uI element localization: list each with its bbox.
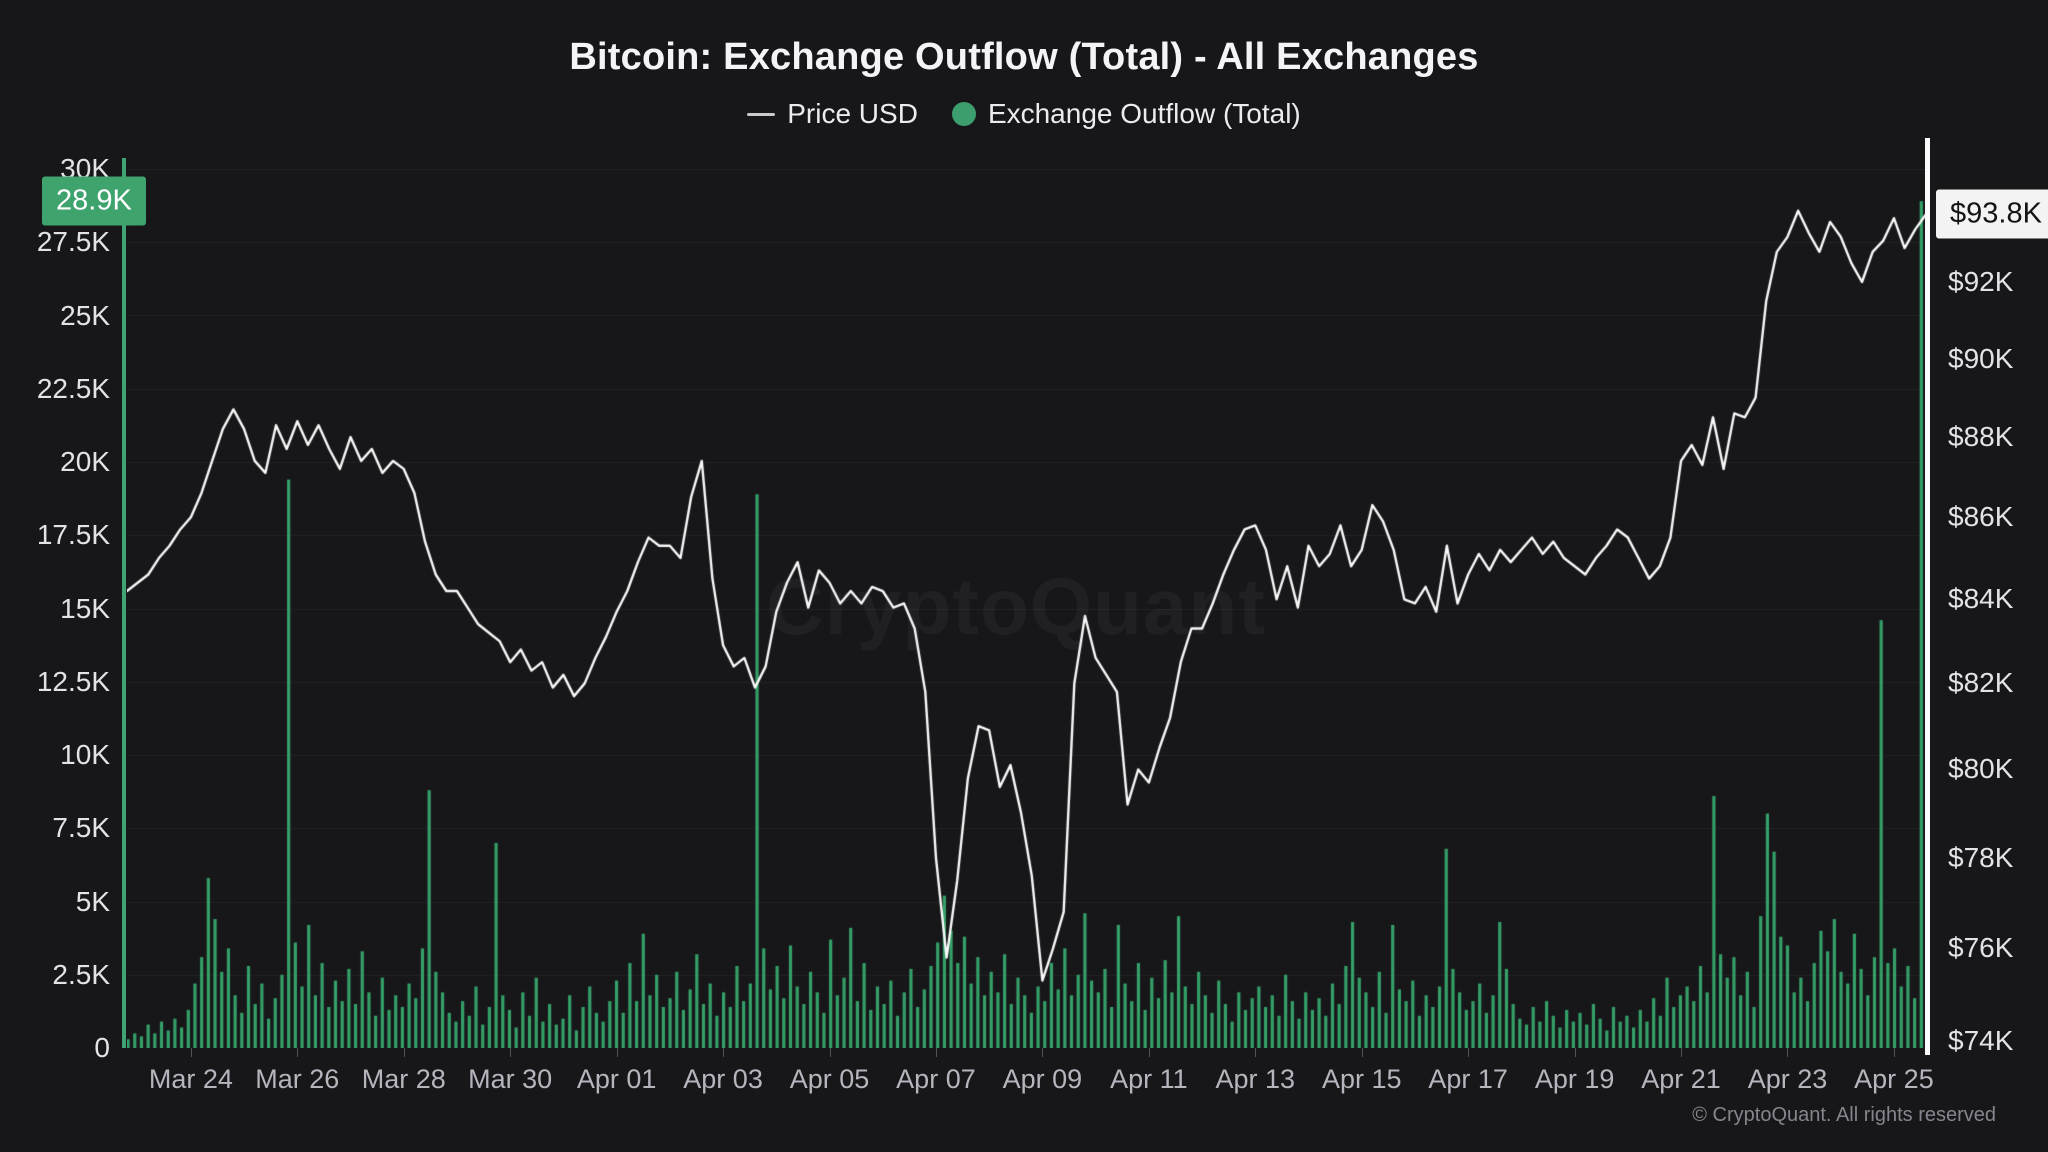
chart-legend: Price USD Exchange Outflow (Total) (0, 98, 2048, 130)
x-axis-tick (1042, 1048, 1044, 1057)
x-axis-tick-label: Apr 07 (896, 1064, 976, 1094)
left-axis-tick-label: 25K (60, 299, 110, 331)
x-axis-tick-label: Mar 26 (255, 1064, 340, 1094)
x-axis-tick (1255, 1048, 1257, 1057)
x-axis-tick-label: Apr 21 (1641, 1064, 1721, 1094)
right-axis-tick-label: $92K (1948, 266, 2014, 298)
x-axis-tick (1361, 1048, 1363, 1057)
x-axis-tick-label: Apr 13 (1215, 1064, 1296, 1094)
left-axis-tick-label: 22.5K (36, 372, 110, 404)
left-axis-tick-label: 27.5K (36, 226, 110, 258)
left-axis: 0 2.5K 5K 7.5K 10K 12.5K 15K 17.5K 20K 22.5K 25K 27… (0, 0, 118, 1152)
x-axis-tick (403, 1048, 405, 1057)
right-axis-tick-label: $74K (1948, 1025, 2014, 1057)
latest-outflow-badge: 28.9K (42, 176, 146, 226)
plot-area (127, 169, 1928, 1048)
right-axis-tick-label: $76K (1948, 932, 2014, 964)
x-axis-tick-label: Apr 09 (1002, 1064, 1083, 1094)
x-axis-tick (1893, 1048, 1895, 1057)
x-axis-tick-label: Mar 28 (361, 1064, 446, 1094)
right-axis-tick-label: $88K (1948, 421, 2014, 453)
x-axis-tick (190, 1048, 192, 1057)
line-marker-icon (747, 112, 776, 116)
x-axis-tick-label: Apr 19 (1534, 1064, 1615, 1094)
x-axis-tick (616, 1048, 618, 1057)
x-axis-tick-label: Apr 03 (683, 1064, 763, 1094)
left-highlight-line (122, 158, 126, 1048)
legend-item-exchange-outflow[interactable]: Exchange Outflow (Total) (951, 98, 1301, 130)
right-axis-tick-label: $82K (1948, 667, 2014, 699)
left-axis-tick-label: 15K (60, 592, 110, 624)
x-axis-tick-label: Mar 30 (468, 1064, 553, 1094)
x-axis-tick-label: Apr 11 (1110, 1064, 1188, 1094)
x-axis-tick (829, 1048, 831, 1057)
x-axis-tick-label: Mar 24 (148, 1064, 233, 1094)
x-axis-tick (935, 1048, 937, 1057)
legend-item-price-usd[interactable]: Price USD (747, 98, 918, 130)
page-title: Bitcoin: Exchange Outflow (Total) - All … (569, 36, 1479, 78)
x-axis-tick-label: Apr 05 (789, 1064, 870, 1094)
x-axis-tick (1574, 1048, 1576, 1057)
right-axis-tick-label: $78K (1948, 841, 2014, 873)
right-axis-tick-label: $80K (1948, 753, 2014, 785)
x-axis-tick (1468, 1048, 1470, 1057)
x-axis-tick (1787, 1048, 1789, 1057)
legend-label-price-usd: Price USD (787, 98, 918, 129)
x-axis-tick (723, 1048, 725, 1057)
x-axis-tick-label: Apr 01 (576, 1064, 657, 1094)
copyright-text: © CryptoQuant. All rights reserved (1692, 1104, 1996, 1126)
x-axis-tick (1148, 1048, 1150, 1057)
x-axis-tick-label: Apr 23 (1747, 1064, 1828, 1094)
left-axis-tick-label: 10K (60, 739, 110, 770)
right-axis-tick-label: $84K (1948, 583, 2014, 615)
x-axis-tick-label: Apr 17 (1428, 1064, 1508, 1094)
right-axis-tick-label: $86K (1948, 501, 2014, 533)
left-axis-tick-label: 20K (60, 446, 110, 477)
left-axis-tick-label: 5K (75, 885, 110, 917)
legend-label-exchange-outflow: Exchange Outflow (Total) (987, 98, 1301, 129)
left-axis-tick-label: 12.5K (36, 665, 110, 697)
left-axis-tick-label: 0 (94, 1032, 110, 1063)
x-axis-tick (510, 1048, 512, 1057)
x-axis-tick-label: Apr 15 (1321, 1064, 1402, 1094)
left-axis-tick-label: 7.5K (52, 812, 110, 844)
right-axis-tick-label: $90K (1948, 342, 2014, 374)
chart-canvas[interactable] (127, 169, 1928, 1048)
latest-price-line (1925, 138, 1930, 1055)
right-axis: $74K $76K $78K $80K $82K $84K $86K $88K $90K $92K (1948, 0, 2048, 1152)
x-axis-tick (297, 1048, 299, 1057)
left-axis-tick-label: 2.5K (52, 958, 110, 990)
dot-marker-icon (951, 102, 976, 126)
x-axis-tick-label: Apr 25 (1854, 1064, 1934, 1094)
left-axis-tick-label: 17.5K (36, 519, 110, 551)
latest-price-badge: $93.8K (1936, 189, 2048, 239)
x-axis-tick (1681, 1048, 1683, 1057)
